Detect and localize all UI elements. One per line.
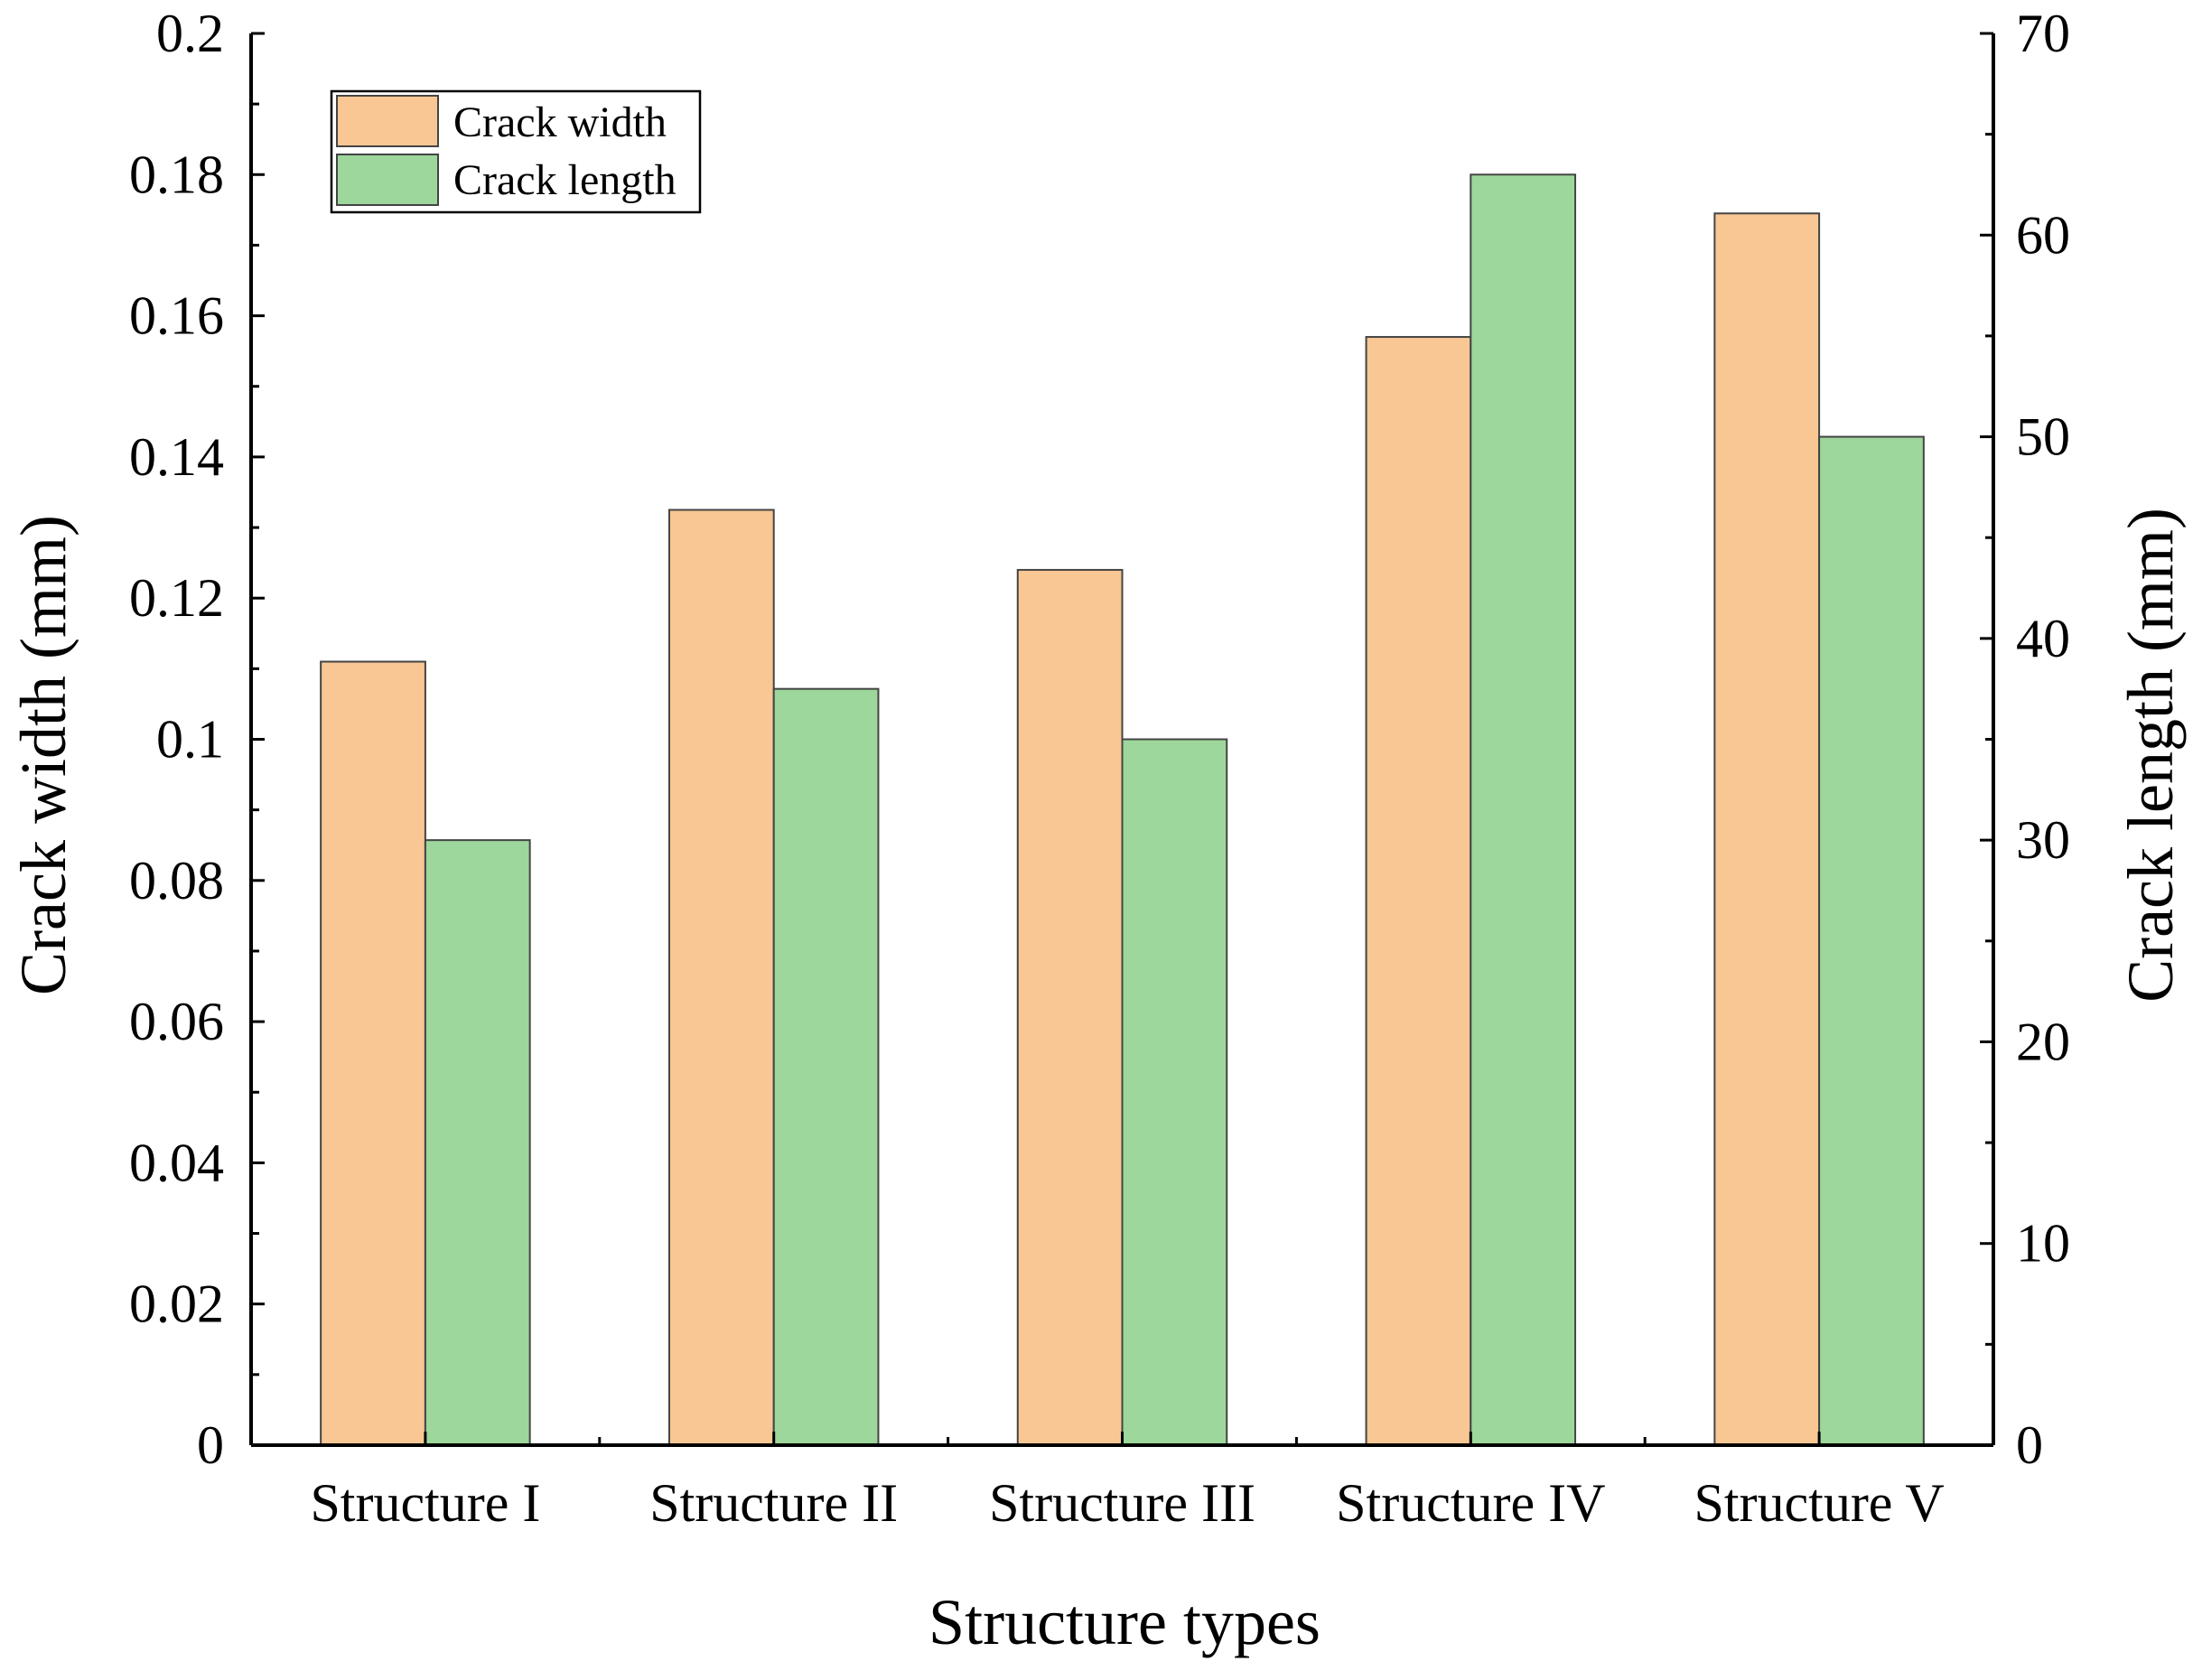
y-tick-label: 0.04 xyxy=(129,1133,224,1192)
x-tick-label: Structure V xyxy=(1694,1473,1945,1533)
y2-tick-label: 70 xyxy=(2016,4,2070,63)
y2-tick-label: 10 xyxy=(2016,1214,2070,1274)
y-tick-label: 0.2 xyxy=(156,4,224,63)
y2-tick-label: 50 xyxy=(2016,407,2070,467)
y-tick-label: 0 xyxy=(197,1415,224,1475)
y2-tick-label: 40 xyxy=(2016,609,2070,668)
legend-swatch-crack-width xyxy=(336,95,439,147)
bar-crack-width xyxy=(667,509,775,1447)
y2-tick-label: 60 xyxy=(2016,205,2070,265)
y2-axis-title: Crack length (mm) xyxy=(2114,508,2187,1003)
legend: Crack width Crack length xyxy=(330,89,702,214)
legend-swatch-crack-length xyxy=(336,154,439,206)
labels-layer: Structure I Structure II Structure III Stru… xyxy=(129,4,2070,1533)
y-axis-title: Crack width (mm) xyxy=(7,515,79,995)
y-tick-label: 0.18 xyxy=(129,145,224,204)
bar-crack-width xyxy=(320,660,426,1446)
bar-crack-length xyxy=(1818,435,1925,1447)
y-tick-label: 0.1 xyxy=(156,710,224,770)
bars-layer xyxy=(320,173,1925,1447)
bar-crack-width xyxy=(1016,568,1124,1446)
bar-crack-length xyxy=(772,687,880,1446)
legend-label-crack-width: Crack width xyxy=(453,98,667,146)
y-tick-label: 0.06 xyxy=(129,992,224,1051)
y-tick-label: 0.08 xyxy=(129,851,224,910)
bar-crack-width xyxy=(1365,336,1472,1446)
y-tick-label: 0.16 xyxy=(129,286,224,346)
y2-tick-label: 30 xyxy=(2016,810,2070,870)
y2-tick-label: 20 xyxy=(2016,1012,2070,1071)
bar-crack-width xyxy=(1713,212,1821,1447)
x-tick-label: Structure II xyxy=(649,1473,898,1533)
axes-layer xyxy=(249,32,1995,1447)
y-tick-label: 0.02 xyxy=(129,1274,224,1334)
y-tick-label: 0.12 xyxy=(129,568,224,628)
legend-label-crack-length: Crack length xyxy=(453,156,677,204)
y-tick-label: 0.14 xyxy=(129,427,224,487)
x-axis-title: Structure types xyxy=(929,1586,1320,1658)
bar-crack-length xyxy=(424,839,531,1446)
x-tick-label: Structure IV xyxy=(1336,1473,1605,1533)
y2-tick-label: 0 xyxy=(2016,1415,2043,1475)
x-tick-label: Structure I xyxy=(310,1473,540,1533)
x-tick-label: Structure III xyxy=(989,1473,1255,1533)
bar-crack-length xyxy=(1470,173,1577,1446)
bar-crack-length xyxy=(1121,738,1228,1446)
